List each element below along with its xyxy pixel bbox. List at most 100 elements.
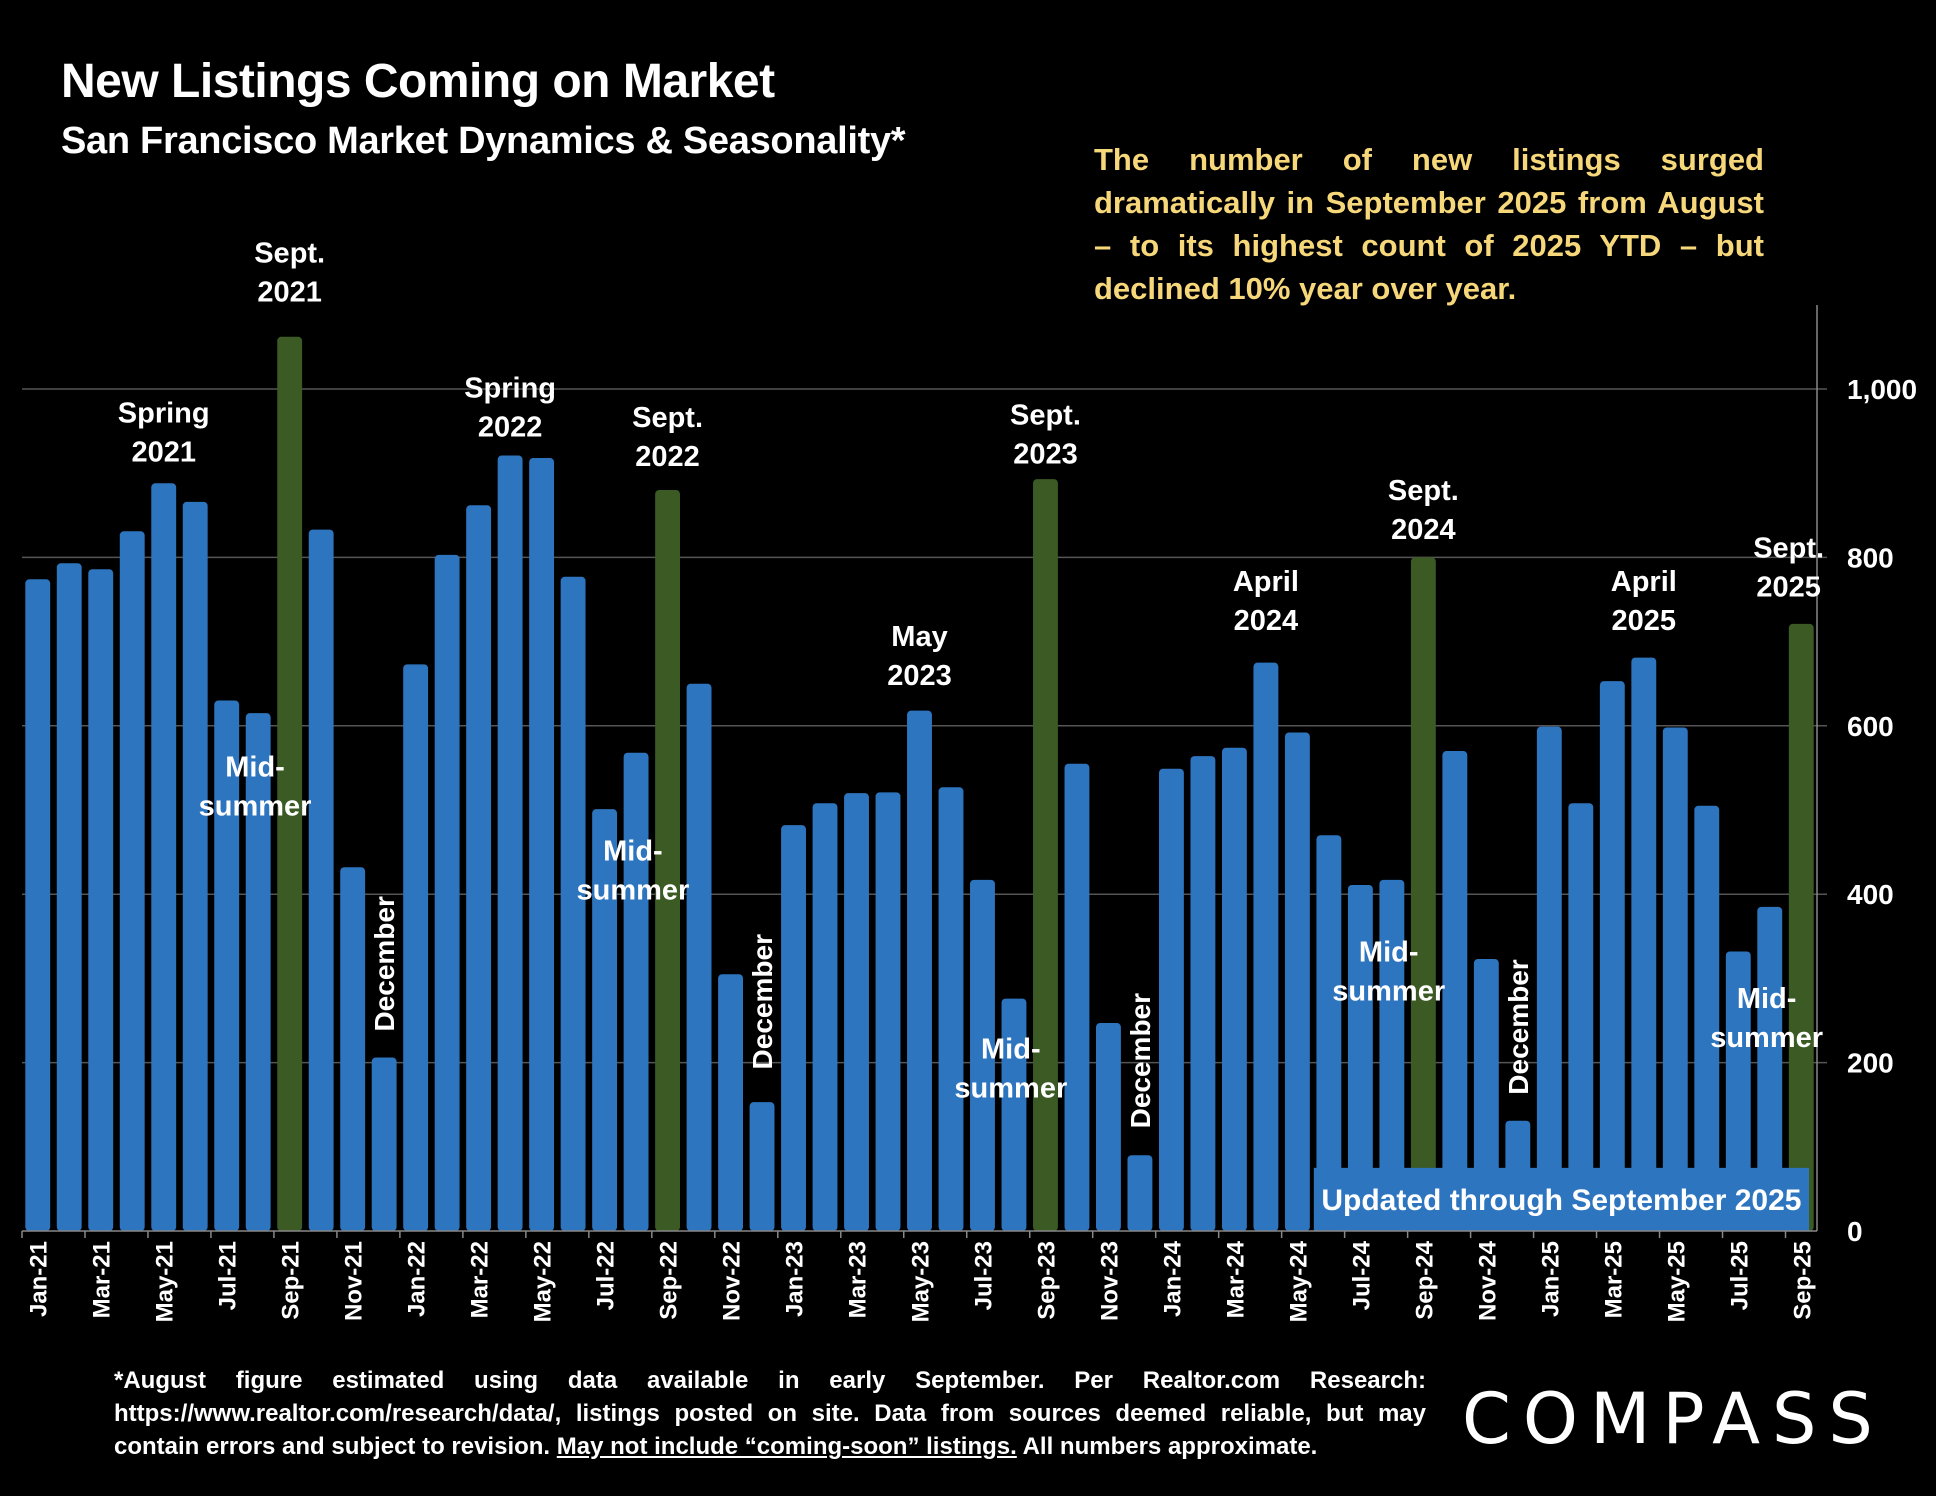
bar xyxy=(875,792,901,1231)
x-tick-label: May-25 xyxy=(1663,1241,1690,1322)
updated-banner xyxy=(1313,1167,1809,1231)
compass-logo: COMPASS xyxy=(1462,1378,1885,1460)
bar xyxy=(371,1057,397,1231)
footnote: *August figure estimated using data avai… xyxy=(114,1364,1426,1463)
x-tick-label: Nov-22 xyxy=(719,1241,746,1321)
bar xyxy=(1568,803,1594,1231)
bar xyxy=(1221,747,1247,1231)
bar xyxy=(1536,726,1562,1231)
x-tick-label: May-21 xyxy=(152,1241,179,1322)
bar xyxy=(1725,951,1751,1231)
bar xyxy=(56,563,82,1231)
x-tick-label: Sep-22 xyxy=(656,1241,683,1320)
bar xyxy=(781,825,806,1231)
x-tick-label: Nov-21 xyxy=(341,1241,368,1321)
bar-september xyxy=(277,336,303,1231)
x-tick-label: Jan-24 xyxy=(1159,1240,1186,1317)
bar xyxy=(151,483,177,1232)
bar-september xyxy=(655,490,681,1231)
bar xyxy=(1694,805,1720,1231)
bar xyxy=(1631,657,1657,1231)
bar xyxy=(1473,959,1499,1231)
december-label: December xyxy=(747,934,778,1070)
bar xyxy=(592,809,618,1231)
annotation-label: Sept. 2021 xyxy=(254,238,325,309)
bar xyxy=(907,710,932,1231)
bar xyxy=(25,579,51,1231)
bar xyxy=(718,974,743,1231)
x-tick-label: Mar-21 xyxy=(89,1241,116,1318)
bar xyxy=(938,787,964,1231)
chart-title: New Listings Coming on Market xyxy=(61,55,775,108)
bar xyxy=(686,683,712,1231)
bar xyxy=(308,529,334,1231)
y-tick-label: 600 xyxy=(1847,711,1894,742)
bar xyxy=(497,455,523,1231)
bar xyxy=(119,531,145,1231)
bar xyxy=(1158,768,1184,1231)
x-tick-label: Mar-25 xyxy=(1600,1241,1627,1318)
x-tick-label: Jan-21 xyxy=(26,1241,53,1317)
bar xyxy=(623,752,649,1231)
bar xyxy=(970,879,995,1231)
x-tick-label: May-24 xyxy=(1285,1240,1312,1322)
bar xyxy=(1253,662,1279,1231)
bar-september xyxy=(1788,623,1814,1231)
bar xyxy=(1096,1023,1121,1231)
chart-subtitle: San Francisco Market Dynamics & Seasonal… xyxy=(61,120,906,162)
annotations: Updated through September 2025 Sept. 2021 S… xyxy=(118,238,1824,1217)
bar xyxy=(1001,998,1027,1231)
x-tick-label: Mar-23 xyxy=(845,1241,872,1318)
bar xyxy=(1190,756,1216,1231)
bar xyxy=(529,458,555,1231)
y-tick-label: 200 xyxy=(1847,1048,1894,1079)
y-tick-label: 0 xyxy=(1847,1216,1863,1247)
bar xyxy=(1442,751,1468,1231)
x-tick-label: Sep-21 xyxy=(278,1241,305,1320)
annotation-label: Mid-summer xyxy=(199,751,312,822)
bar-september xyxy=(1410,557,1436,1231)
bar xyxy=(214,700,240,1231)
x-tick-label: Jan-25 xyxy=(1537,1241,1564,1317)
x-tick-label: Sep-24 xyxy=(1411,1240,1438,1319)
x-tick-label: Jan-23 xyxy=(782,1241,809,1317)
bar xyxy=(1064,763,1090,1231)
annotation-label: Sept. 2023 xyxy=(1010,399,1081,470)
annotation-label: Spring 2021 xyxy=(118,398,210,469)
bar xyxy=(1599,681,1625,1231)
annotation-label: Sept. 2024 xyxy=(1388,475,1459,546)
annotation-label: April 2024 xyxy=(1233,566,1299,637)
x-tick-label: Jul-21 xyxy=(215,1241,242,1310)
footnote-underlined: May not include “coming-soon” listings. xyxy=(556,1433,1017,1460)
x-tick-label: Mar-22 xyxy=(467,1241,494,1318)
annotation-label: Mid-summer xyxy=(1710,983,1823,1054)
bar xyxy=(340,867,366,1231)
x-tick-label: Jul-22 xyxy=(593,1241,620,1310)
bar xyxy=(1284,732,1310,1231)
bar xyxy=(1347,884,1373,1231)
x-tick-label: Jan-22 xyxy=(404,1241,431,1317)
updated-banner-text: Updated through September 2025 xyxy=(1321,1184,1801,1217)
december-label: December xyxy=(1503,959,1534,1095)
bar xyxy=(182,501,208,1231)
y-tick-label: 400 xyxy=(1847,879,1894,910)
commentary-note: The number of new listings surged dramat… xyxy=(1094,142,1764,306)
y-tick-label: 1,000 xyxy=(1847,374,1917,405)
december-label: December xyxy=(1125,993,1156,1129)
bar xyxy=(844,793,869,1231)
x-tick-label: May-22 xyxy=(530,1241,557,1322)
bar xyxy=(245,713,271,1231)
bar xyxy=(1757,906,1783,1231)
annotation-label: Mid-summer xyxy=(577,836,690,907)
annotation-label: May 2023 xyxy=(887,621,952,692)
bar xyxy=(1662,727,1688,1231)
x-tick-label: Nov-24 xyxy=(1474,1240,1501,1321)
footnote-end: All numbers approximate. xyxy=(1016,1433,1318,1460)
december-label: December xyxy=(369,896,400,1032)
x-tick-label: Jul-23 xyxy=(970,1241,997,1310)
annotation-label: Spring 2022 xyxy=(464,372,556,443)
x-tick-label: Sep-23 xyxy=(1033,1241,1060,1320)
x-tick-label: Mar-24 xyxy=(1222,1240,1249,1318)
bar xyxy=(749,1102,775,1231)
